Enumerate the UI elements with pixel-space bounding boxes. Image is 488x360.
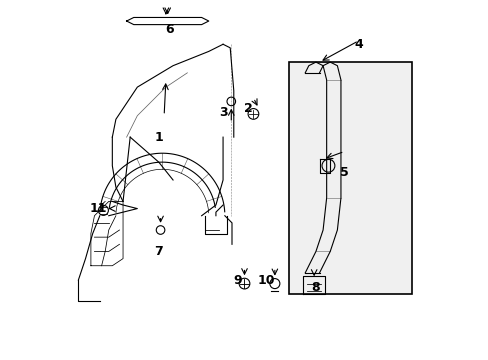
Text: 2: 2 [243, 102, 252, 115]
FancyBboxPatch shape [288, 62, 411, 294]
Text: 9: 9 [233, 274, 241, 287]
Text: 5: 5 [340, 166, 348, 179]
Text: 7: 7 [154, 245, 163, 258]
Text: 8: 8 [311, 281, 320, 294]
Text: 4: 4 [354, 38, 363, 51]
Text: 11: 11 [89, 202, 106, 215]
Text: 3: 3 [218, 105, 227, 119]
Text: 6: 6 [165, 23, 173, 36]
Text: 1: 1 [154, 131, 163, 144]
Text: 10: 10 [257, 274, 274, 287]
